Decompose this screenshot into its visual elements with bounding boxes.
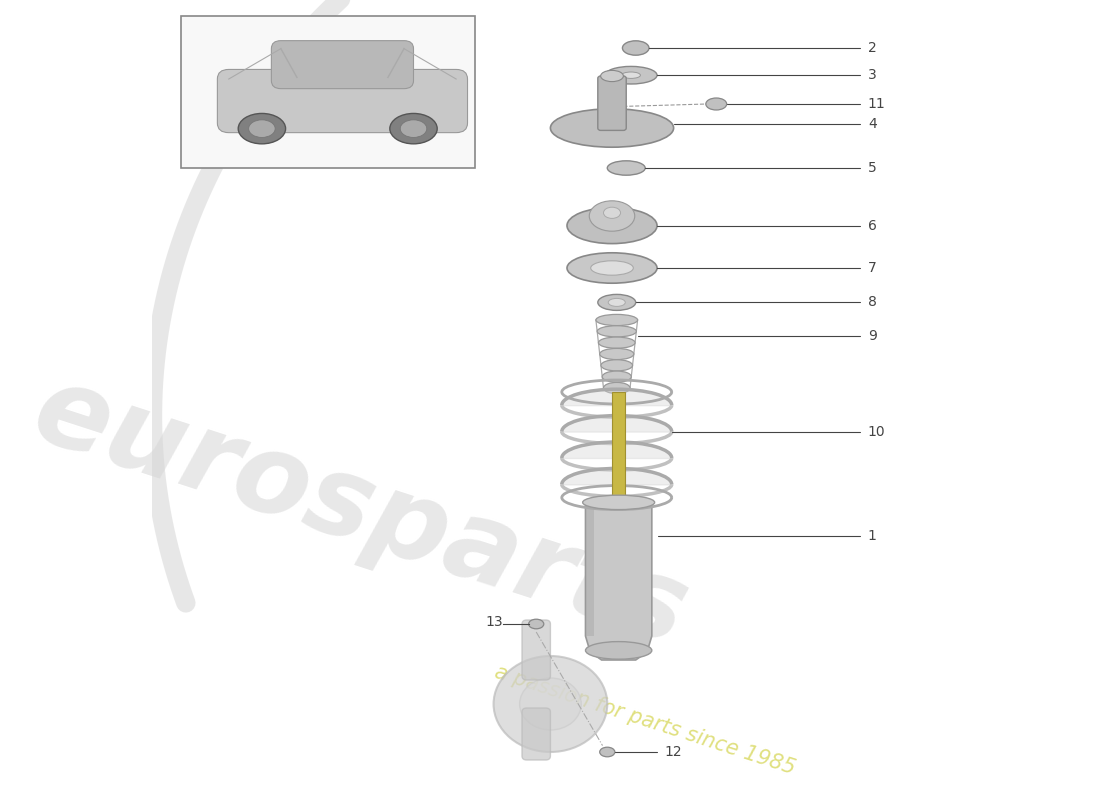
Ellipse shape [566, 253, 657, 283]
Ellipse shape [601, 70, 624, 82]
Text: 4: 4 [868, 117, 877, 131]
FancyBboxPatch shape [597, 76, 626, 130]
Ellipse shape [389, 114, 437, 144]
Text: 2: 2 [868, 41, 877, 55]
Bar [180, 16, 474, 168]
Ellipse shape [590, 201, 635, 231]
Ellipse shape [591, 261, 634, 275]
Text: 9: 9 [868, 329, 877, 343]
FancyBboxPatch shape [272, 41, 414, 89]
Ellipse shape [608, 298, 625, 306]
Ellipse shape [583, 495, 654, 510]
Ellipse shape [600, 747, 615, 757]
Ellipse shape [706, 98, 727, 110]
Text: 8: 8 [868, 295, 877, 310]
Ellipse shape [600, 349, 634, 360]
Ellipse shape [602, 371, 631, 382]
Ellipse shape [597, 294, 636, 310]
Text: eurosparts: eurosparts [21, 356, 701, 668]
Ellipse shape [598, 337, 635, 348]
FancyBboxPatch shape [218, 70, 468, 133]
Text: 13: 13 [485, 614, 503, 629]
Polygon shape [613, 392, 625, 500]
Ellipse shape [550, 109, 673, 147]
Text: 11: 11 [868, 97, 886, 111]
Ellipse shape [400, 120, 427, 138]
FancyBboxPatch shape [522, 620, 550, 680]
Text: a passion for parts since 1985: a passion for parts since 1985 [493, 662, 799, 778]
Ellipse shape [607, 161, 646, 175]
Ellipse shape [494, 656, 607, 752]
Ellipse shape [596, 314, 638, 326]
Ellipse shape [605, 66, 657, 84]
Polygon shape [586, 504, 594, 636]
Ellipse shape [249, 120, 275, 138]
FancyBboxPatch shape [522, 708, 550, 760]
Ellipse shape [519, 678, 581, 730]
Ellipse shape [529, 619, 543, 629]
Ellipse shape [566, 208, 657, 243]
Ellipse shape [601, 360, 632, 371]
Text: 3: 3 [868, 68, 877, 82]
Text: 7: 7 [868, 261, 877, 275]
Ellipse shape [604, 207, 620, 218]
Text: 1: 1 [868, 529, 877, 543]
Ellipse shape [239, 114, 286, 144]
Ellipse shape [623, 41, 649, 55]
Ellipse shape [604, 382, 630, 394]
Text: 6: 6 [868, 218, 877, 233]
Text: 5: 5 [868, 161, 877, 175]
Ellipse shape [597, 326, 636, 337]
Ellipse shape [585, 642, 652, 659]
Polygon shape [585, 504, 652, 660]
Ellipse shape [621, 72, 640, 78]
Text: 12: 12 [664, 745, 682, 759]
Text: 10: 10 [868, 425, 886, 439]
